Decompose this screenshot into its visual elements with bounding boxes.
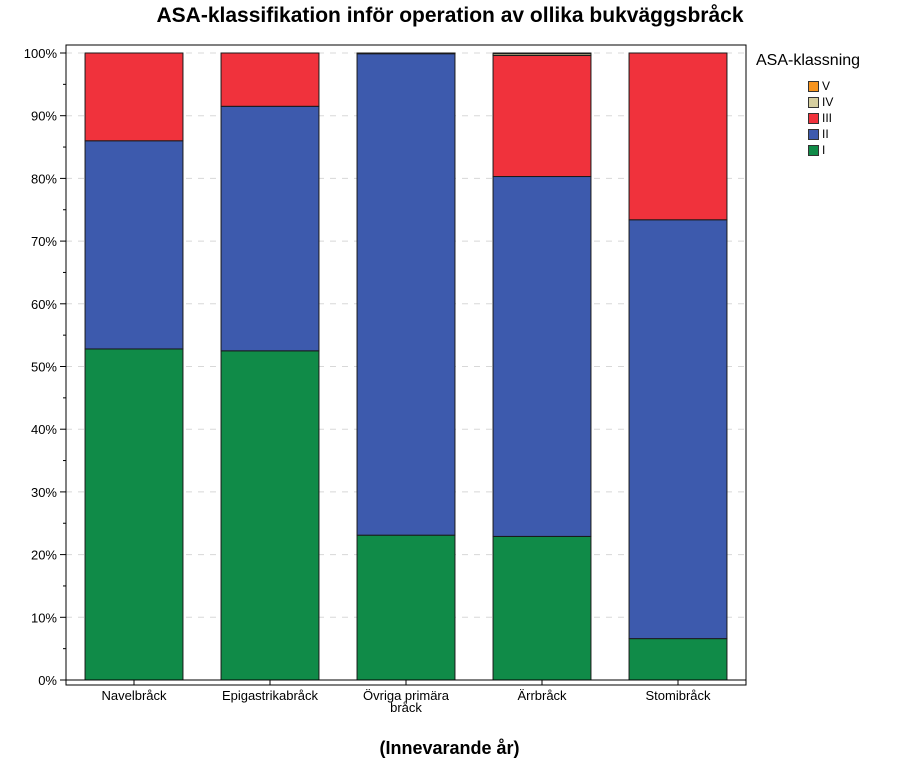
bars bbox=[84, 52, 728, 681]
x-axis-title: (Innevarande år) bbox=[379, 738, 520, 758]
legend: ASA-klassning V IV III II I bbox=[756, 52, 860, 158]
y-tick-label: 50% bbox=[31, 360, 57, 375]
x-category-label: Epigastrikabråck bbox=[222, 688, 319, 703]
legend-items: V IV III II I bbox=[756, 78, 860, 158]
x-category-label: Övriga primära bråck bbox=[363, 688, 450, 715]
legend-label: III bbox=[822, 111, 833, 125]
y-tick-label: 30% bbox=[31, 485, 57, 500]
bar-segment-I-2 bbox=[356, 534, 456, 681]
bar-segment-III-4 bbox=[628, 52, 728, 221]
y-tick-label: 20% bbox=[31, 548, 57, 563]
legend-swatch bbox=[808, 112, 819, 124]
bar-segment-IV-2 bbox=[356, 52, 456, 55]
bar-segment-II-4 bbox=[628, 219, 728, 640]
legend-swatch bbox=[808, 144, 819, 156]
bar-segment-I-3 bbox=[492, 535, 592, 681]
axes: 0% 10% 20% 30% 40% 50% 60% 70% 80% 90% 100% Navelbr… bbox=[24, 45, 746, 715]
legend-item-II: II bbox=[808, 126, 860, 142]
bar-segment-I-0 bbox=[84, 348, 184, 681]
legend-title: ASA-klassning bbox=[756, 52, 861, 69]
y-tick-label: 100% bbox=[24, 46, 58, 61]
legend-item-III: III bbox=[808, 110, 860, 126]
y-tick-label: 10% bbox=[31, 610, 57, 625]
bar-segment-III-0 bbox=[84, 52, 184, 142]
legend-label: II bbox=[822, 127, 829, 141]
legend-label: V bbox=[822, 79, 831, 93]
x-category-label: Navelbråck bbox=[101, 688, 167, 703]
bar-segment-II-1 bbox=[220, 105, 320, 352]
x-category-label: Stomibråck bbox=[645, 688, 711, 703]
legend-label: I bbox=[822, 143, 826, 157]
bar-segment-III-1 bbox=[220, 52, 320, 107]
y-tick-label: 80% bbox=[31, 171, 57, 186]
y-tick-label: 60% bbox=[31, 297, 57, 312]
legend-item-IV: IV bbox=[808, 94, 860, 110]
y-tick-label: 90% bbox=[31, 109, 57, 124]
legend-label: IV bbox=[822, 95, 834, 109]
y-tick-label: 70% bbox=[31, 234, 57, 249]
bar-segment-V-3 bbox=[492, 52, 592, 55]
y-tick-label: 40% bbox=[31, 422, 57, 437]
bar-segment-II-0 bbox=[84, 140, 184, 350]
legend-item-I: I bbox=[808, 142, 860, 158]
legend-swatch bbox=[808, 96, 819, 108]
x-category-label: Ärrbråck bbox=[517, 688, 567, 703]
bar-segment-II-2 bbox=[356, 53, 456, 536]
legend-swatch bbox=[808, 128, 819, 140]
legend-swatch bbox=[808, 80, 819, 92]
bar-segment-I-4 bbox=[628, 638, 728, 681]
bar-segment-III-3 bbox=[492, 55, 592, 178]
y-tick-label: 0% bbox=[38, 673, 57, 688]
legend-item-V: V bbox=[808, 78, 860, 94]
bar-segment-I-1 bbox=[220, 350, 320, 681]
bar-segment-II-3 bbox=[492, 176, 592, 537]
chart-title: ASA-klassifikation inför operation av ol… bbox=[156, 4, 744, 27]
